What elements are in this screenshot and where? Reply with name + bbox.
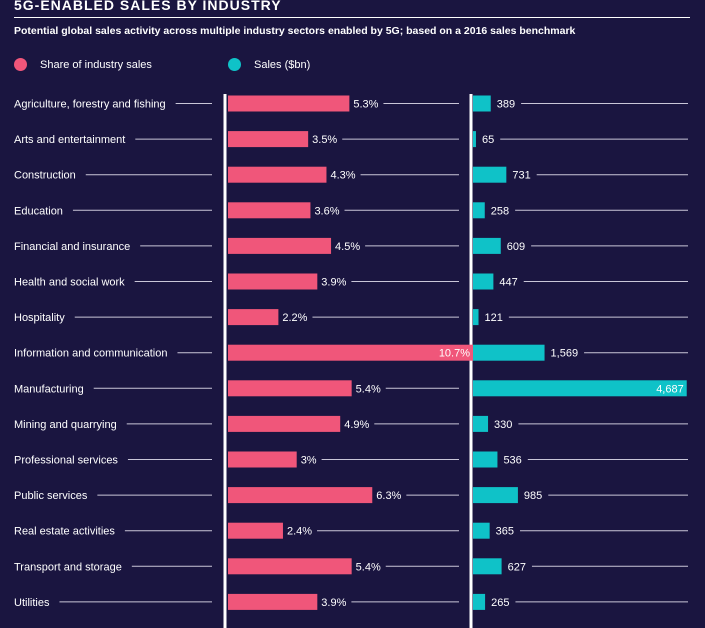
share-value-label: 5.4% <box>356 561 381 573</box>
sales-bar <box>473 237 501 254</box>
category-label: Hospitality <box>14 312 65 324</box>
sales-value-label: 330 <box>494 419 512 431</box>
share-value-label: 2.4% <box>287 526 312 538</box>
category-label: Transport and storage <box>14 561 122 573</box>
share-value-label: 3.5% <box>312 134 337 146</box>
sales-bar <box>473 487 518 504</box>
share-bar <box>228 522 283 539</box>
category-label: Public services <box>14 490 88 502</box>
category-label: Information and communication <box>14 348 167 360</box>
sales-value-label: 1,569 <box>551 348 579 360</box>
sales-bar <box>473 309 479 326</box>
sales-bar <box>473 273 494 290</box>
sales-value-label: 365 <box>496 526 514 538</box>
sales-value-label: 731 <box>512 170 530 182</box>
category-label: Utilities <box>14 597 50 609</box>
category-label: Health and social work <box>14 277 125 289</box>
chart-title: 5G-ENABLED SALES BY INDUSTRY <box>14 0 282 13</box>
sales-value-label: 447 <box>499 277 517 289</box>
legend-item-share: Share of industry sales <box>14 58 152 71</box>
share-bar <box>228 558 352 575</box>
sales-value-label: 258 <box>491 205 509 217</box>
share-value-label: 2.2% <box>282 312 307 324</box>
sales-bar <box>473 166 507 183</box>
category-label: Professional services <box>14 455 118 467</box>
share-bar <box>228 344 474 361</box>
chart-subtitle: Potential global sales activity across m… <box>14 25 576 37</box>
sales-bar <box>473 593 486 610</box>
category-label: Education <box>14 205 63 217</box>
title-divider <box>14 17 690 18</box>
share-bar <box>228 309 279 326</box>
sales-value-label: 65 <box>482 134 494 146</box>
category-label: Agriculture, forestry and fishing <box>14 99 166 111</box>
share-bar <box>228 166 327 183</box>
sales-value-label: 536 <box>503 455 521 467</box>
legend-item-sales: Sales ($bn) <box>228 58 310 71</box>
category-label: Mining and quarrying <box>14 419 117 431</box>
share-bar <box>228 95 350 112</box>
share-bar <box>228 487 373 504</box>
sales-value-label: 627 <box>508 561 526 573</box>
sales-bar <box>473 202 485 219</box>
legend-swatch-share <box>14 58 27 71</box>
share-value-label: 5.4% <box>356 383 381 395</box>
share-bar <box>228 202 311 219</box>
share-bar <box>228 273 318 290</box>
sales-bar <box>473 558 502 575</box>
category-label: Financial and insurance <box>14 241 130 253</box>
share-value-label: 4.3% <box>330 170 355 182</box>
share-value-label: 4.9% <box>344 419 369 431</box>
share-value-label: 3.6% <box>314 205 339 217</box>
share-value-label: 3% <box>301 455 317 467</box>
sales-bar <box>473 95 491 112</box>
share-bar <box>228 237 332 254</box>
category-label: Real estate activities <box>14 526 115 538</box>
share-bar <box>228 593 318 610</box>
sales-value-label: 609 <box>507 241 525 253</box>
legend-label-share: Share of industry sales <box>40 58 152 71</box>
category-label: Arts and entertainment <box>14 134 125 146</box>
category-label: Manufacturing <box>14 383 84 395</box>
sales-bar <box>473 415 489 432</box>
share-bar <box>228 131 309 148</box>
sales-value-label: 265 <box>491 597 509 609</box>
sales-value-label: 985 <box>524 490 542 502</box>
legend-label-sales: Sales ($bn) <box>254 58 311 71</box>
sales-bar <box>473 522 490 539</box>
share-bar <box>228 451 297 468</box>
share-value-label: 3.9% <box>321 597 346 609</box>
share-bar <box>228 415 341 432</box>
sales-bar <box>473 131 476 148</box>
share-bar <box>228 380 352 397</box>
sales-bar <box>473 451 498 468</box>
sales-value-label: 121 <box>485 312 503 324</box>
sales-value-label: 4,687 <box>656 383 684 395</box>
sales-bar <box>473 344 545 361</box>
share-value-label: 5.3% <box>353 99 378 111</box>
sales-value-label: 389 <box>497 99 515 111</box>
share-value-label: 4.5% <box>335 241 360 253</box>
share-value-label: 10.7% <box>439 348 470 360</box>
share-value-label: 6.3% <box>376 490 401 502</box>
category-label: Construction <box>14 170 76 182</box>
legend-swatch-sales <box>228 58 241 71</box>
sales-bar <box>473 380 687 397</box>
share-value-label: 3.9% <box>321 277 346 289</box>
